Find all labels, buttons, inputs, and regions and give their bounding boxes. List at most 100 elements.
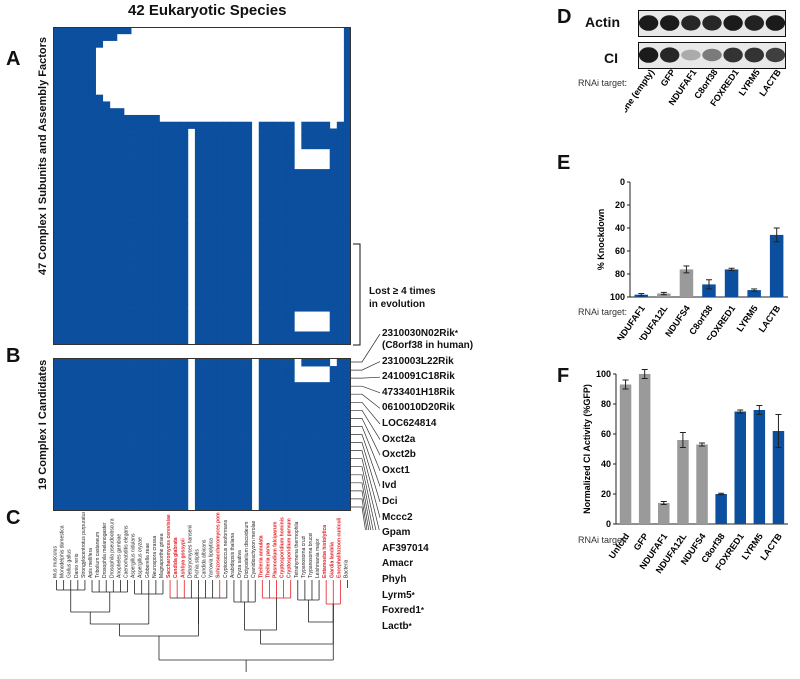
heat-a-cell — [109, 162, 118, 170]
heat-a-cell — [81, 40, 89, 48]
heat-b-cell — [265, 478, 274, 488]
species-label: Trypanosoma brucei — [308, 533, 314, 578]
heat-a-cell — [244, 257, 253, 265]
heat-a-cell — [88, 250, 96, 258]
heat-a-cell — [180, 216, 189, 224]
heat-b-cell — [343, 438, 351, 447]
heat-a-cell — [244, 223, 253, 231]
heat-a-cell — [159, 311, 167, 319]
heat-b-cell — [265, 462, 274, 472]
y-tick-label: 40 — [601, 459, 611, 469]
figure-title: 42 Eukaryotic Species — [128, 2, 287, 19]
heat-a-cell — [95, 175, 104, 184]
heat-b-cell — [180, 486, 189, 496]
heat-a-cell — [294, 236, 302, 244]
heat-a-cell — [308, 250, 316, 258]
heat-a-cell — [123, 148, 132, 156]
heat-a-cell — [244, 182, 253, 190]
heat-a-cell — [152, 169, 160, 177]
heat-b-cell — [88, 478, 96, 488]
gene-label: AF397014 — [382, 543, 429, 555]
heat-b-cell — [294, 398, 302, 407]
gene-connector-line — [351, 434, 381, 487]
heat-a-cell — [53, 182, 61, 190]
heat-b-cell — [223, 486, 231, 496]
heat-a-cell — [88, 81, 96, 89]
heat-b-cell — [272, 366, 281, 375]
heat-a-cell — [329, 196, 338, 204]
heat-a-cell — [265, 162, 274, 170]
heat-b-cell — [159, 382, 167, 391]
heat-b-cell — [343, 454, 351, 464]
heat-b-cell — [322, 462, 331, 472]
heat-a-cell — [194, 135, 203, 143]
heat-b-cell — [244, 398, 253, 407]
heat-a-cell — [272, 175, 281, 184]
heat-b-cell — [265, 454, 274, 464]
heat-a-cell — [166, 135, 175, 143]
heat-a-cell — [74, 33, 82, 41]
heat-a-cell — [60, 94, 68, 102]
gene-name: Phyh — [382, 574, 407, 585]
heat-a-cell — [301, 142, 309, 150]
heat-a-cell — [152, 290, 160, 299]
heat-a-cell — [209, 196, 217, 204]
heat-a-cell — [315, 223, 324, 231]
y-tick-label: 20 — [601, 489, 611, 499]
heat-a-cell — [116, 175, 125, 184]
heat-a-cell — [237, 243, 245, 251]
heat-a-cell — [308, 128, 316, 136]
panel-a-ylabel: 47 Complex I Subunits and Assembly Facto… — [37, 37, 49, 275]
heat-b-cell — [209, 478, 217, 488]
heat-b-cell — [216, 430, 224, 439]
heat-a-cell — [116, 114, 125, 123]
gene-label: Ivd — [382, 480, 396, 492]
heat-a-cell — [287, 135, 295, 143]
heat-b-cell — [152, 502, 160, 511]
heat-b-cell — [343, 414, 351, 423]
heat-a-cell — [244, 263, 253, 271]
heat-a-cell — [272, 236, 281, 244]
lost-label: Lost ≥ 4 times in evolution — [369, 285, 436, 311]
heat-a-cell — [258, 182, 267, 190]
heat-a-cell — [202, 284, 210, 292]
heat-a-cell — [81, 94, 89, 102]
heat-b-cell — [67, 430, 75, 439]
heat-b-cell — [258, 462, 267, 472]
heat-a-cell — [180, 189, 189, 197]
heat-a-cell — [95, 135, 104, 143]
heat-a-cell — [123, 317, 132, 326]
heat-a-cell — [230, 331, 238, 339]
heat-b-cell — [336, 454, 345, 464]
heat-a-cell — [152, 324, 160, 332]
heat-a-cell — [216, 277, 224, 285]
heat-a-cell — [343, 216, 351, 224]
heat-a-cell — [272, 202, 281, 211]
heat-b-cell — [53, 398, 61, 407]
heat-a-cell — [180, 284, 189, 292]
heat-a-cell — [145, 135, 153, 143]
species-label: Gibberella zeae — [145, 543, 151, 578]
heat-b-cell — [272, 382, 281, 391]
blot-lane-label: GFP — [659, 68, 678, 88]
heat-a-cell — [53, 40, 61, 48]
gene-name: Oxct2b — [382, 449, 416, 461]
heat-b-cell — [60, 462, 68, 472]
heat-a-cell — [159, 257, 167, 265]
heat-b-cell — [244, 366, 253, 375]
heat-a-cell — [123, 175, 132, 184]
heat-a-cell — [109, 128, 118, 136]
species-label: Ashbya gossypii — [180, 538, 186, 578]
heat-a-cell — [138, 175, 146, 184]
heat-a-cell — [258, 297, 267, 305]
heat-a-cell — [294, 196, 302, 204]
heat-a-cell — [180, 311, 189, 319]
heat-a-cell — [88, 175, 96, 184]
heat-b-cell — [194, 382, 203, 391]
heat-b-cell — [315, 446, 324, 456]
heat-a-cell — [308, 209, 316, 217]
heat-b-cell — [131, 422, 139, 431]
heat-b-cell — [145, 406, 153, 415]
heat-a-cell — [159, 304, 167, 312]
heat-a-cell — [216, 250, 224, 258]
